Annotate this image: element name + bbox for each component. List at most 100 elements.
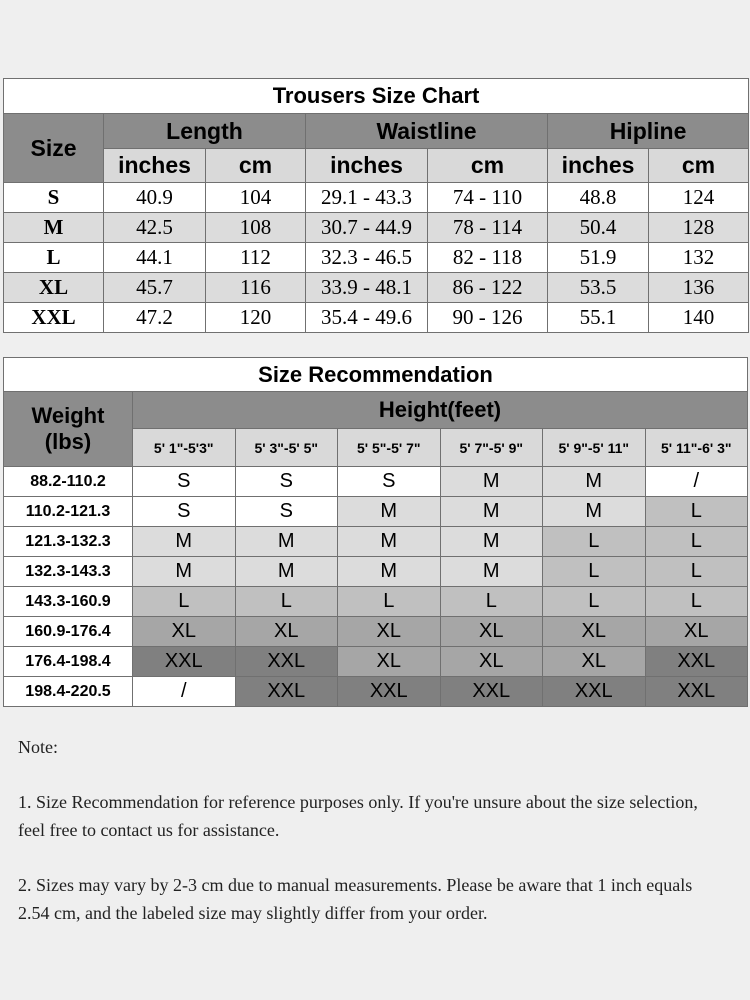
recommended-size-cell: XXL (439, 676, 543, 707)
height-range-header: 5' 3"-5' 5" (234, 428, 338, 467)
measurement-cell: 140 (647, 302, 750, 333)
waistline-header: Waistline (305, 113, 548, 149)
recommended-size-cell: XL (542, 616, 646, 647)
measurement-cell: 48.8 (547, 182, 649, 213)
recommended-size-cell: M (234, 556, 338, 587)
measurement-cell: 82 - 118 (427, 242, 548, 273)
recommended-size-cell: XL (439, 616, 543, 647)
weight-range: 160.9-176.4 (3, 616, 133, 647)
recommended-size-cell: L (644, 526, 748, 557)
table-row: L 44.1 112 32.3 - 46.5 82 - 118 51.9 132 (3, 242, 750, 273)
recommended-size-cell: S (234, 466, 338, 497)
recommended-size-cell: XL (542, 646, 646, 677)
table-row: M 42.5 108 30.7 - 44.9 78 - 114 50.4 128 (3, 212, 750, 243)
measurement-cell: 136 (647, 272, 750, 303)
table-row: 88.2-110.2 S S S M M / (3, 466, 748, 497)
table-row: 110.2-121.3 S S M M M L (3, 496, 748, 527)
measurement-cell: 124 (647, 182, 750, 213)
recommended-size-cell: M (542, 496, 646, 527)
recommended-size-cell: M (132, 526, 236, 557)
measurement-cell: 29.1 - 43.3 (305, 182, 428, 213)
measurement-cell: 116 (205, 272, 306, 303)
table-row: 198.4-220.5/XXL XXL XXL XXL XXL (3, 676, 748, 707)
unit-header: inches (103, 148, 206, 183)
unit-header: inches (305, 148, 428, 183)
recommended-size-cell: XXL (234, 646, 338, 677)
weight-range: 198.4-220.5 (3, 676, 133, 707)
length-header: Length (103, 113, 306, 149)
height-range-header: 5' 9"-5' 11" (542, 428, 646, 467)
size-label: M (3, 212, 104, 243)
table-row: 160.9-176.4 XL XL XL XL XL XL (3, 616, 748, 647)
measurement-cell: 50.4 (547, 212, 649, 243)
recommended-size-cell: XL (132, 616, 236, 647)
hipline-header: Hipline (546, 113, 750, 149)
weight-range: 176.4-198.4 (3, 646, 133, 677)
weight-range: 121.3-132.3 (3, 526, 133, 557)
measurement-cell: 35.4 - 49.6 (305, 302, 428, 333)
height-range-header: 5' 5"-5' 7" (337, 428, 441, 467)
table-row: 143.3-160.9 L L L L L L (3, 586, 748, 617)
measurement-cell: 51.9 (547, 242, 649, 273)
recommended-size-cell: L (542, 586, 646, 617)
recommended-size-cell: XL (234, 616, 338, 647)
notes-heading: Note: (18, 737, 58, 757)
height-header: Height(feet) (132, 391, 748, 429)
measurement-cell: 42.5 (103, 212, 206, 243)
unit-header: cm (427, 148, 548, 183)
recommended-size-cell: L (644, 496, 748, 527)
measurement-cell: 108 (205, 212, 306, 243)
recommended-size-cell: L (337, 586, 441, 617)
table-row: 176.4-198.4 XXL XXL XL XL XL XXL (3, 646, 748, 677)
recommended-size-cell: L (439, 586, 543, 617)
recommended-size-cell: XL (337, 646, 441, 677)
note-2: 2. Sizes may vary by 2-3 cm due to manua… (18, 875, 693, 923)
recommended-size-cell: M (234, 526, 338, 557)
size-label: S (3, 182, 104, 213)
measurement-cell: 45.7 (103, 272, 206, 303)
weight-header: Weight (lbs) (3, 391, 133, 467)
measurement-cell: 112 (205, 242, 306, 273)
measurement-cell: 40.9 (103, 182, 206, 213)
table-row: XL 45.7 116 33.9 - 48.1 86 - 122 53.5 136 (3, 272, 750, 303)
recommended-size-cell: L (234, 586, 338, 617)
recommended-size-cell: L (644, 586, 748, 617)
recommended-size-cell: L (542, 526, 646, 557)
recommended-size-cell: XXL (234, 676, 338, 707)
recommended-size-cell: XXL (542, 676, 646, 707)
weight-label: Weight (31, 403, 105, 428)
size-label: XL (3, 272, 104, 303)
table-row: 132.3-143.3 M M M M L L (3, 556, 748, 587)
size-chart-title: Trousers Size Chart (2, 78, 750, 114)
measurement-cell: 53.5 (547, 272, 649, 303)
measurement-cell: 32.3 - 46.5 (305, 242, 428, 273)
recommended-size-cell: M (337, 496, 441, 527)
recommended-size-cell: L (132, 586, 236, 617)
recommended-size-cell: XL (439, 646, 543, 677)
recommended-size-cell: S (132, 466, 236, 497)
measurement-cell: 30.7 - 44.9 (305, 212, 428, 243)
recommended-size-cell: / (132, 676, 236, 707)
recommended-size-cell: XXL (644, 676, 748, 707)
recommended-size-cell: M (337, 526, 441, 557)
recommended-size-cell: L (644, 556, 748, 587)
measurement-cell: 78 - 114 (427, 212, 548, 243)
recommended-size-cell: XXL (337, 676, 441, 707)
trousers-size-chart: Trousers Size Chart Size Length Waistlin… (2, 78, 750, 333)
weight-range: 143.3-160.9 (3, 586, 133, 617)
measurement-cell: 33.9 - 48.1 (305, 272, 428, 303)
recommended-size-cell: L (542, 556, 646, 587)
size-label: XXL (3, 302, 104, 333)
measurement-cell: 128 (647, 212, 750, 243)
recommended-size-cell: M (439, 466, 543, 497)
measurement-cell: 55.1 (547, 302, 649, 333)
recommended-size-cell: M (439, 526, 543, 557)
table-row: XXL 47.2 120 35.4 - 49.6 90 - 126 55.1 140 (3, 302, 750, 333)
recommended-size-cell: M (439, 556, 543, 587)
recommended-size-cell: M (542, 466, 646, 497)
recommendation-title: Size Recommendation (3, 357, 748, 392)
recommended-size-cell: XL (337, 616, 441, 647)
measurement-cell: 90 - 126 (427, 302, 548, 333)
recommended-size-cell: S (132, 496, 236, 527)
recommended-size-cell: XL (644, 616, 748, 647)
